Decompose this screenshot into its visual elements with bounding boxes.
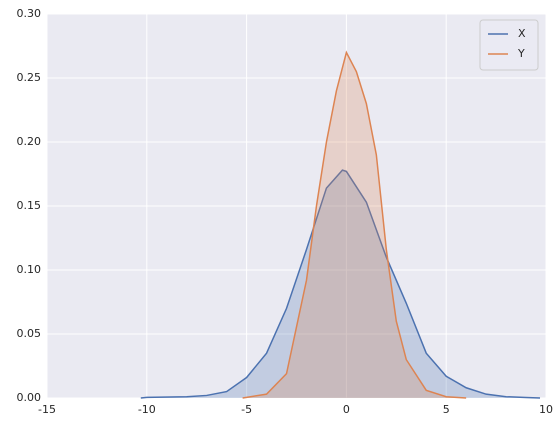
y-tick-label: 0.00 [17,391,42,404]
y-tick-label: 0.25 [17,71,42,84]
legend-box [479,19,539,71]
legend-label: X [518,27,526,40]
x-tick-label: -5 [241,403,252,416]
y-tick-label: 0.20 [17,135,42,148]
x-tick-label: -10 [138,403,156,416]
y-tick-label: 0.05 [17,327,42,340]
area-fill [242,52,467,399]
y-tick-label: 0.15 [17,199,42,212]
x-tick-label: 0 [343,403,350,416]
x-tick-label: 5 [443,403,450,416]
y-tick-label: 0.30 [17,7,42,20]
density-line [140,169,541,399]
legend-label: Y [517,47,525,60]
area-fill [140,170,541,398]
density-line [242,50,467,399]
x-tick-label: -15 [38,403,56,416]
x-tick-label: 10 [539,403,553,416]
y-tick-label: 0.10 [17,263,42,276]
